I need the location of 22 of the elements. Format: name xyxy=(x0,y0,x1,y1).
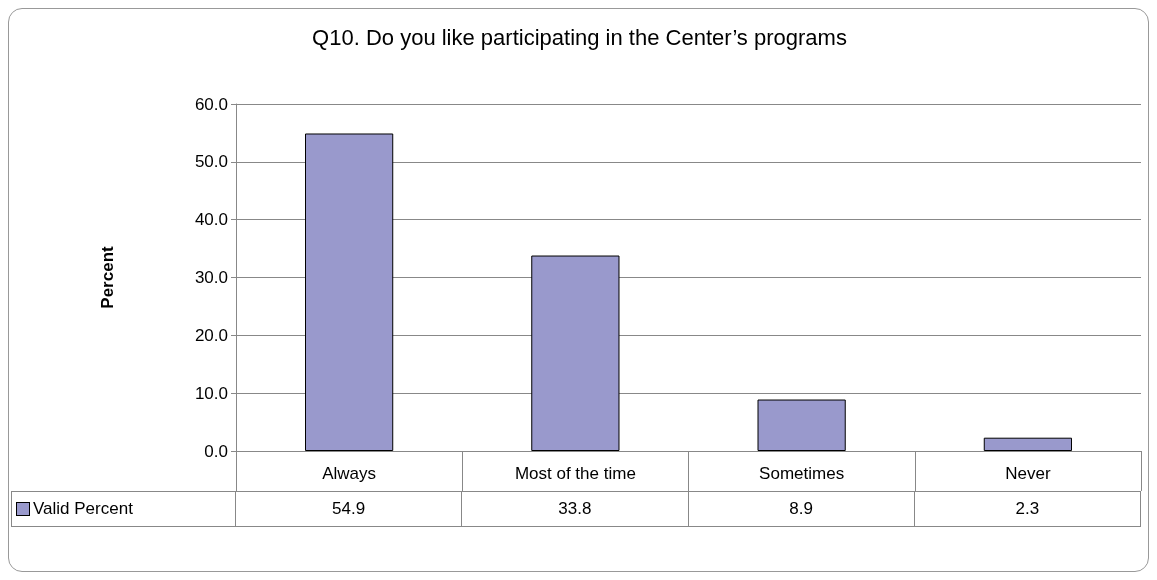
bar xyxy=(757,399,846,451)
x-tick-label: Never xyxy=(1005,464,1051,483)
y-tick-label: 10.0 xyxy=(194,383,228,403)
x-tick-label: Always xyxy=(322,464,377,483)
data-label: 33.8 xyxy=(462,492,689,526)
bar xyxy=(983,437,1072,451)
x-tick-label: Sometimes xyxy=(759,464,845,483)
y-tick-label: 40.0 xyxy=(194,210,228,230)
y-tick-label: 30.0 xyxy=(194,268,228,287)
bar xyxy=(531,255,620,451)
y-tick-label: 50.0 xyxy=(194,152,228,172)
y-tick-label: 60.0 xyxy=(194,94,228,114)
data-label: 8.9 xyxy=(688,492,915,526)
data-label: 54.9 xyxy=(236,492,463,526)
y-axis-title: Percent xyxy=(98,245,117,309)
chart-title: Q10. Do you like participating in the Center’s programs xyxy=(312,24,847,50)
y-tick-label: 0.0 xyxy=(204,441,228,461)
bar xyxy=(305,133,394,451)
legend-label: Valid Percent xyxy=(33,499,133,519)
x-tick-label: Most of the time xyxy=(514,464,636,483)
data-label: 2.3 xyxy=(914,492,1141,526)
y-tick-label: 20.0 xyxy=(194,325,228,345)
